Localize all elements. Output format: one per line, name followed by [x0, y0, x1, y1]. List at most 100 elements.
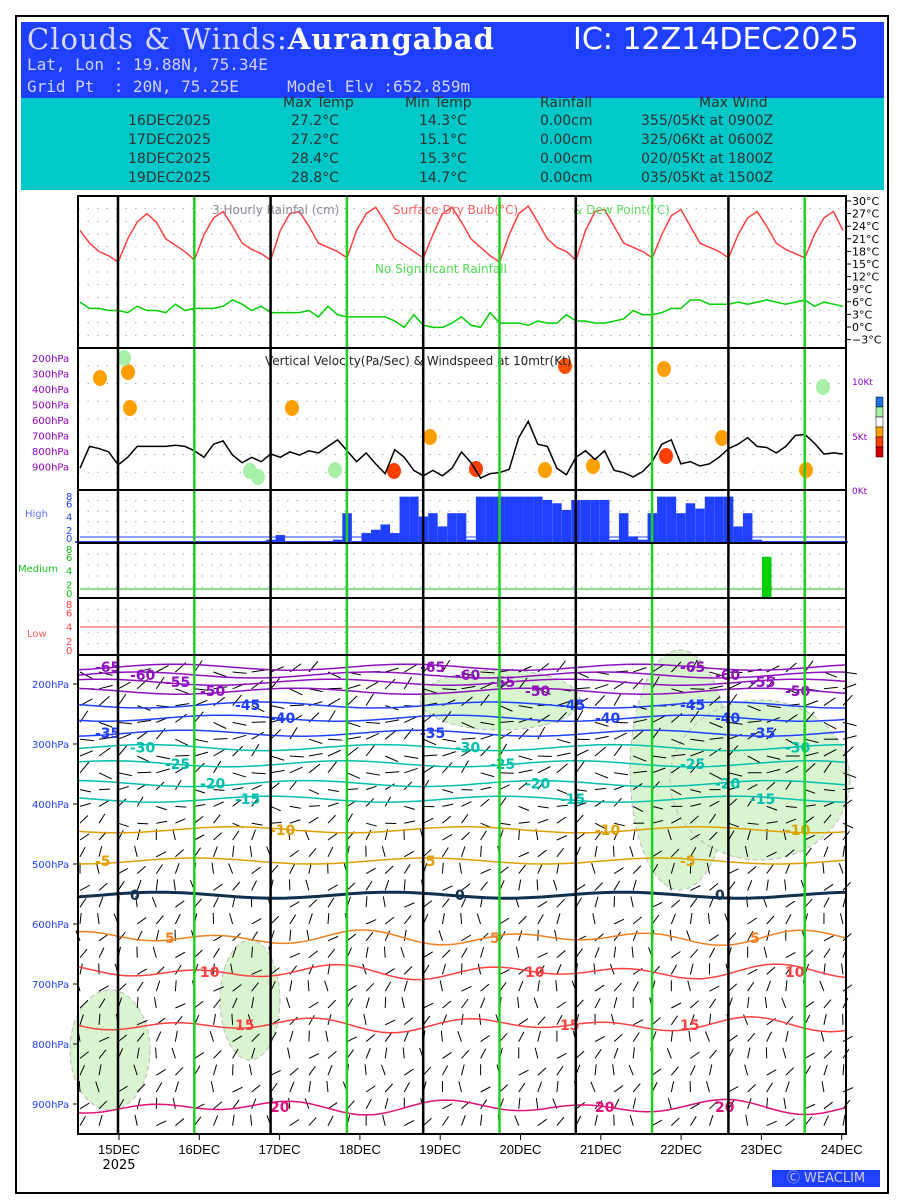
- wind-barb: [689, 1065, 696, 1076]
- barb-shaft: [308, 1001, 319, 1009]
- wind-barb: [518, 1018, 529, 1026]
- isotherm-label: -5: [95, 854, 111, 870]
- wind-barb: [575, 761, 585, 774]
- barb-shaft: [213, 999, 221, 1009]
- wind-barb: [251, 969, 262, 975]
- barb-shaft: [153, 997, 157, 1009]
- wind-barb: [823, 814, 832, 824]
- y-tick-label: −3°C: [852, 334, 882, 347]
- wind-barb: [842, 845, 846, 857]
- wind-barb: [403, 1082, 410, 1093]
- column-header: Max Temp: [283, 95, 354, 111]
- barb-shaft: [689, 898, 698, 908]
- isotherm-label: 20: [595, 1100, 615, 1116]
- wind-barb: [270, 782, 280, 790]
- barb-shaft: [535, 1097, 539, 1109]
- cloud-bar: [618, 513, 629, 543]
- wind-barb: [289, 952, 301, 959]
- wind-barb: [442, 1103, 453, 1110]
- wind-barb: [385, 771, 400, 774]
- wind-barb: [442, 1116, 450, 1126]
- barb-shaft: [384, 1083, 393, 1093]
- wind-barb: [441, 963, 446, 975]
- barb-shaft: [785, 952, 796, 959]
- wind-barb: [766, 851, 777, 858]
- barb-shaft: [251, 969, 262, 975]
- wind-barb: [575, 710, 584, 723]
- barb-shaft: [785, 1067, 795, 1076]
- barb-shaft: [670, 661, 682, 673]
- barb-shaft: [499, 720, 514, 723]
- wind-barb: [575, 999, 584, 1009]
- wind-barb: [804, 763, 816, 774]
- barb-shaft: [423, 661, 434, 673]
- barb-shaft: [708, 846, 714, 857]
- barb-shaft: [423, 1117, 432, 1126]
- wind-barb: [594, 896, 599, 908]
- wind-barb: [404, 716, 418, 723]
- wind-barb: [575, 697, 589, 707]
- barb-shaft: [403, 966, 413, 975]
- wind-barb: [575, 789, 587, 792]
- wind-barb: [98, 846, 103, 857]
- wind-barb: [460, 912, 462, 925]
- model-elevation: Model Elv :652.859m: [287, 77, 471, 96]
- barb-shaft: [384, 930, 391, 942]
- wind-barb: [518, 851, 529, 858]
- wind-barb: [232, 694, 242, 706]
- isotherm-line: [77, 779, 847, 788]
- barb-shaft: [404, 850, 415, 858]
- barb-shaft: [402, 1047, 405, 1059]
- barb-shaft: [79, 963, 83, 975]
- wind-barb: [423, 817, 434, 824]
- wind-barb: [134, 1114, 138, 1126]
- y-tick-label: 9°C: [852, 283, 872, 296]
- wind-barb: [232, 745, 243, 757]
- barb-shaft: [79, 897, 87, 908]
- barb-shaft: [423, 754, 438, 757]
- barb-shaft: [308, 753, 323, 757]
- barb-shaft: [174, 863, 180, 874]
- barb-shaft: [384, 981, 392, 992]
- barb-shaft: [251, 880, 257, 891]
- wind-barb: [499, 866, 509, 874]
- barb-shaft: [287, 829, 291, 841]
- wind-barb: [766, 821, 778, 824]
- wind-barb: [213, 789, 225, 791]
- wind-barb: [308, 899, 318, 908]
- barb-shaft: [327, 789, 339, 792]
- wind-barb: [438, 930, 443, 941]
- barb-shaft: [98, 721, 113, 728]
- barb-shaft: [248, 1064, 253, 1076]
- wind-barb: [308, 805, 320, 807]
- wind-barb: [556, 1065, 564, 1076]
- barb-shaft: [766, 879, 769, 891]
- barb-shaft: [174, 1015, 183, 1026]
- wind-barb: [251, 705, 265, 713]
- page-title: Clouds & Winds:Aurangabad: [27, 22, 495, 56]
- barb-shaft: [537, 849, 547, 858]
- wind-barb: [480, 671, 495, 674]
- wind-barb: [766, 805, 778, 811]
- barb-shaft: [747, 1047, 751, 1059]
- wind-barb: [289, 1067, 299, 1076]
- cloud-bar: [628, 536, 638, 543]
- isotherm-label: 20: [715, 1100, 735, 1116]
- wind-barb: [537, 980, 540, 992]
- wind-barb: [670, 862, 675, 874]
- barb-shaft: [251, 918, 262, 925]
- barb-shaft: [823, 897, 830, 908]
- wind-barb: [308, 1015, 315, 1026]
- barb-shaft: [118, 786, 129, 791]
- barb-shaft: [556, 738, 571, 744]
- barb-shaft: [652, 820, 664, 824]
- wind-barb: [652, 820, 664, 824]
- wind-barb: [251, 880, 257, 891]
- isotherm-line: [77, 1016, 847, 1034]
- wind-barb: [804, 789, 816, 794]
- barb-shaft: [666, 1047, 672, 1059]
- wind-barb: [613, 785, 625, 791]
- barb-shaft: [384, 879, 390, 891]
- barb-shaft: [251, 1084, 261, 1093]
